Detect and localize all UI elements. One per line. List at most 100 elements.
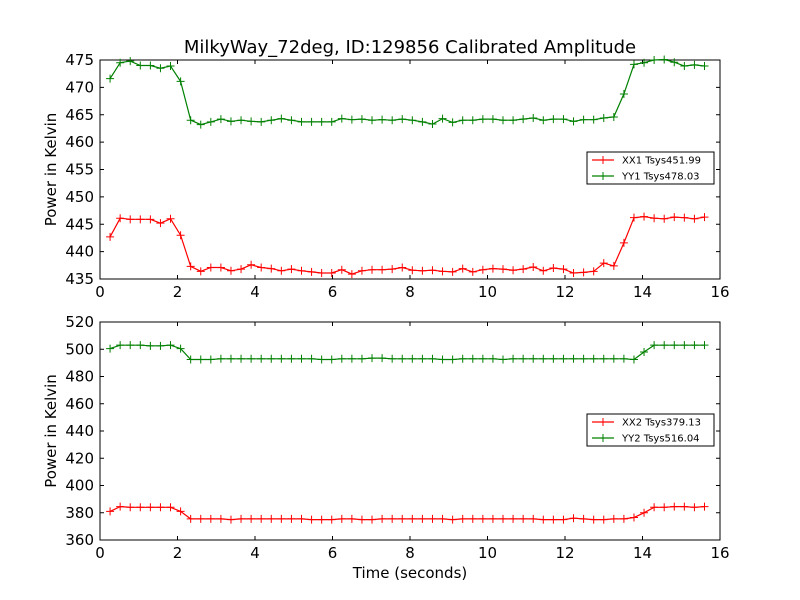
data-point — [378, 265, 387, 274]
data-point — [629, 355, 638, 364]
data-point — [226, 266, 235, 275]
data-point — [589, 115, 598, 124]
data-point — [327, 515, 336, 524]
data-point — [509, 266, 518, 275]
data-point — [418, 354, 427, 363]
data-point — [660, 55, 669, 64]
y-tick-label: 445 — [65, 215, 94, 233]
data-point — [277, 266, 286, 275]
y-tick-label: 460 — [65, 395, 94, 413]
data-point — [438, 114, 447, 123]
data-point — [337, 514, 346, 523]
data-point — [206, 355, 215, 364]
data-point — [569, 117, 578, 126]
data-point — [478, 115, 487, 124]
data-point — [146, 341, 155, 350]
data-point — [700, 213, 709, 222]
x-tick-label: 12 — [555, 283, 574, 301]
data-point — [166, 341, 175, 350]
data-point — [206, 263, 215, 272]
data-point — [700, 502, 709, 511]
x-tick-label: 8 — [405, 544, 415, 562]
data-point — [267, 264, 276, 273]
data-point — [448, 118, 457, 127]
legend-box — [586, 413, 715, 447]
series-1 — [106, 212, 709, 279]
data-point — [166, 62, 175, 71]
data-point — [458, 514, 467, 523]
data-point — [126, 215, 135, 224]
x-tick-label: 2 — [173, 544, 183, 562]
data-point — [277, 514, 286, 523]
y-axis-label: Power in Kelvin — [42, 113, 60, 227]
data-point — [680, 341, 689, 350]
data-point — [599, 114, 608, 123]
data-point — [186, 116, 195, 125]
data-point — [690, 60, 699, 69]
data-point — [609, 354, 618, 363]
data-point — [136, 215, 145, 224]
data-point — [428, 120, 437, 129]
data-point — [116, 58, 125, 67]
data-point — [347, 354, 356, 363]
data-point — [237, 354, 246, 363]
data-point — [247, 514, 256, 523]
data-point — [488, 264, 497, 273]
data-point — [216, 354, 225, 363]
data-point — [196, 120, 205, 129]
y-tick-label: 435 — [65, 270, 94, 288]
data-point — [357, 354, 366, 363]
data-point — [136, 61, 145, 70]
data-point — [307, 117, 316, 126]
data-point — [106, 507, 115, 516]
data-point — [519, 265, 528, 274]
y-tick-label: 460 — [65, 133, 94, 151]
data-point — [136, 503, 145, 512]
data-point — [650, 214, 659, 223]
data-point — [156, 341, 165, 350]
data-point — [579, 268, 588, 277]
data-point — [418, 266, 427, 275]
data-point — [297, 514, 306, 523]
data-point — [116, 214, 125, 223]
data-point — [247, 117, 256, 126]
data-point — [347, 115, 356, 124]
data-point — [559, 354, 568, 363]
data-point — [499, 514, 507, 523]
data-point — [539, 116, 548, 125]
data-point — [116, 502, 125, 511]
data-point — [337, 354, 346, 363]
data-point — [176, 507, 185, 516]
data-point — [388, 354, 397, 363]
legend-entry: YY1 Tsys478.03 — [621, 172, 700, 183]
data-point — [609, 112, 618, 121]
data-point — [488, 514, 497, 523]
data-point — [317, 515, 326, 524]
data-point — [337, 265, 346, 274]
data-point — [448, 515, 457, 524]
data-point — [509, 354, 518, 363]
data-point — [166, 503, 175, 512]
data-point — [529, 114, 538, 123]
data-point — [237, 265, 246, 274]
data-point — [156, 219, 165, 228]
y-tick-label: 400 — [65, 477, 94, 495]
data-point — [106, 74, 115, 83]
data-point — [337, 114, 346, 123]
data-point — [640, 212, 649, 221]
data-point — [499, 116, 507, 125]
y-tick-label: 380 — [65, 504, 94, 522]
y-tick-label: 440 — [65, 243, 94, 261]
x-tick-label: 14 — [633, 544, 652, 562]
data-point — [619, 354, 628, 363]
data-point — [327, 355, 336, 364]
data-point — [519, 514, 528, 523]
y-tick-label: 455 — [65, 161, 94, 179]
data-point — [589, 267, 598, 276]
data-point — [700, 341, 709, 350]
data-point — [680, 502, 689, 511]
data-point — [589, 354, 598, 363]
x-tick-label: 2 — [173, 283, 183, 301]
data-point — [629, 60, 638, 69]
